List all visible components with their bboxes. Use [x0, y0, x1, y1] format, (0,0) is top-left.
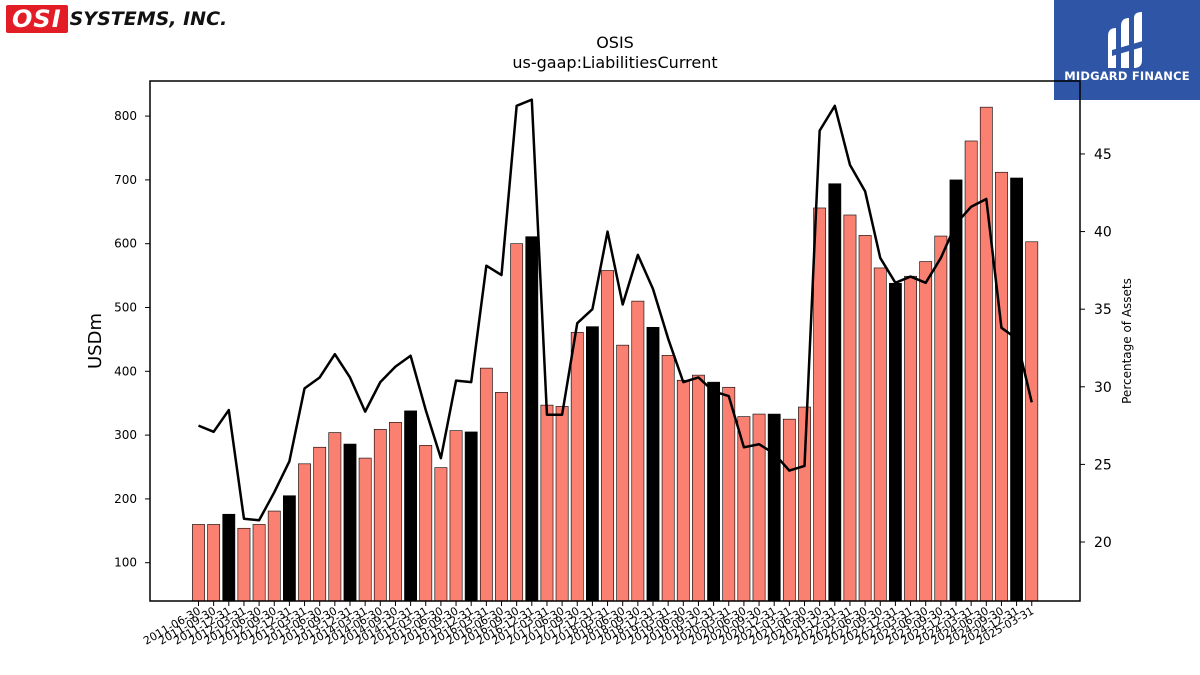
- bar-2023-12-31: [949, 179, 963, 602]
- bar-2022-09-30: [873, 267, 887, 602]
- bar-2017-12-31: [585, 326, 599, 602]
- y-tick-label: 600: [114, 237, 137, 251]
- bar-2013-06-30: [313, 446, 327, 602]
- bar-2014-06-30: [373, 429, 387, 602]
- plot-area: 1002003004005006007008002025303540452011…: [114, 98, 1112, 648]
- bar-2016-12-31: [525, 236, 539, 602]
- bar-2023-06-30: [919, 261, 933, 602]
- bar-2011-06-30: [192, 524, 205, 602]
- bar-2016-03-31: [479, 367, 493, 602]
- y-tick-label: 800: [114, 109, 137, 123]
- bar-2022-12-31: [888, 282, 902, 602]
- chart-subtitle: us-gaap:LiabilitiesCurrent: [512, 53, 717, 72]
- osi-systems-logo: OSI SYSTEMS, INC.: [6, 4, 227, 34]
- bar-2019-03-31: [661, 355, 675, 602]
- bar-2020-03-31: [722, 386, 736, 602]
- bar-2012-09-30: [267, 510, 281, 602]
- bar-2024-09-30: [995, 171, 1008, 602]
- osi-logo-mark: OSI: [6, 5, 68, 33]
- bar-2012-03-31: [237, 527, 251, 602]
- bar-2018-03-31: [601, 270, 614, 602]
- bar-2011-12-31: [222, 513, 236, 602]
- bar-2021-06-30: [798, 406, 811, 602]
- y2-tick-label: 25: [1094, 457, 1112, 473]
- bar-2016-06-30: [495, 392, 508, 602]
- y2-tick-label: 30: [1094, 380, 1112, 396]
- bar-2013-09-30: [328, 432, 342, 602]
- bar-2015-12-31: [464, 431, 478, 602]
- bar-2020-09-30: [752, 413, 766, 602]
- bar-2024-12-31: [1010, 177, 1023, 602]
- bar-2019-09-30: [692, 374, 705, 602]
- chart-title: OSIS: [596, 33, 634, 52]
- osi-logo-text: SYSTEMS, INC.: [69, 8, 228, 30]
- bar-2025-03-31: [1025, 241, 1039, 602]
- bar-2022-06-30: [858, 235, 872, 602]
- y-tick-label: 200: [114, 492, 137, 506]
- bar-2017-06-30: [555, 406, 569, 602]
- bar-2018-06-30: [616, 344, 630, 602]
- y-tick-label: 300: [114, 428, 137, 442]
- y-tick-label: 100: [114, 556, 137, 570]
- bar-2023-03-31: [904, 275, 917, 602]
- bar-2023-09-30: [934, 235, 948, 602]
- bar-2015-06-30: [434, 467, 448, 602]
- percentage-line: [198, 98, 1033, 522]
- bar-2012-12-31: [282, 495, 296, 602]
- bar-2011-09-30: [207, 524, 221, 602]
- bar-2014-12-31: [404, 410, 417, 602]
- y-axis-label: USDm: [85, 313, 106, 369]
- bar-2019-12-31: [707, 381, 720, 602]
- bar-2016-09-30: [510, 243, 524, 602]
- bar-2021-09-30: [813, 207, 827, 602]
- bar-2021-03-31: [782, 418, 796, 602]
- bar-2022-03-31: [843, 214, 857, 602]
- bar-2017-03-31: [540, 404, 554, 602]
- y2-tick-label: 20: [1094, 535, 1112, 551]
- bar-2013-03-31: [298, 463, 311, 602]
- bar-2015-03-31: [419, 445, 433, 602]
- y2-tick-label: 45: [1094, 147, 1112, 163]
- midgard-logo-icon: [1108, 12, 1146, 68]
- midgard-logo-text: MIDGARD FINANCE: [1064, 69, 1190, 83]
- y-tick-label: 500: [114, 301, 137, 315]
- y2-axis-label: Percentage of Assets: [1120, 278, 1134, 404]
- bar-2017-09-30: [570, 332, 584, 602]
- bar-2024-06-30: [979, 106, 993, 602]
- bar-2018-09-30: [631, 300, 645, 602]
- plot-frame: [149, 80, 1081, 602]
- y-tick-label: 400: [114, 364, 137, 378]
- bar-2018-12-31: [646, 326, 660, 602]
- bar-2012-06-30: [252, 524, 266, 602]
- y2-tick-label: 40: [1094, 225, 1112, 241]
- bar-2014-03-31: [358, 457, 372, 602]
- y-tick-label: 700: [114, 173, 137, 187]
- bar-2015-09-30: [449, 430, 463, 602]
- bar-2019-06-30: [676, 379, 690, 602]
- y2-tick-label: 35: [1094, 302, 1112, 318]
- bar-2021-12-31: [828, 183, 842, 602]
- bar-2014-09-30: [389, 422, 402, 602]
- bar-2020-12-31: [767, 413, 781, 602]
- midgard-finance-logo: MIDGARD FINANCE: [1054, 0, 1200, 100]
- bar-2013-12-31: [343, 443, 357, 602]
